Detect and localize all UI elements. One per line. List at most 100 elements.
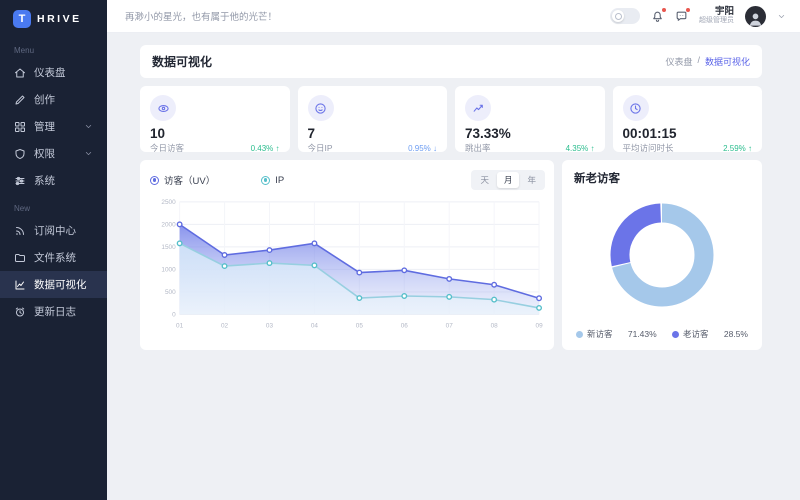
tab-day[interactable]: 天 — [480, 175, 489, 185]
svg-text:1500: 1500 — [161, 244, 176, 251]
uv-ip-area-chart[interactable]: 0 500 1000 1500 2000 2500 01 02 03 04 05 06 07 08 09 — [150, 192, 545, 340]
legend-new-visitors[interactable]: 新访客 — [576, 328, 613, 340]
smiley-icon — [315, 102, 326, 114]
stat-delta: 0.95% ↓ — [408, 143, 437, 153]
svg-text:2500: 2500 — [161, 199, 176, 206]
sidebar-item-label: 文件系统 — [34, 252, 76, 264]
stat-value: 10 — [150, 126, 166, 141]
theme-toggle[interactable] — [610, 8, 640, 24]
motto-text: 再渺小的星光，也有属于他的光芒！ — [125, 12, 278, 23]
breadcrumb-current[interactable]: 数据可视化 — [704, 57, 750, 67]
main-area: 再渺小的星光，也有属于他的光芒！ 宇阳 超级管理员 数据可视化 — [107, 0, 800, 500]
sidebar-item-label: 订阅中心 — [34, 225, 76, 237]
svg-text:08: 08 — [491, 322, 499, 329]
notification-badge — [661, 7, 666, 12]
svg-text:07: 07 — [446, 322, 454, 329]
sidebar-item-changelog[interactable]: 更新日志 — [0, 298, 107, 325]
messages-button[interactable] — [675, 7, 690, 23]
sidebar-item-label: 数据可视化 — [34, 279, 87, 291]
legend-ip[interactable]: IP — [261, 175, 284, 186]
stat-delta: 2.59% ↑ — [723, 143, 752, 153]
chat-icon — [676, 11, 687, 21]
sidebar-item-create[interactable]: 创作 — [0, 86, 107, 113]
pencil-icon — [15, 95, 25, 104]
sidebar-section-menu: Menu — [14, 46, 35, 55]
donut-legend: 新访客 71.43% 老访客 28.5% — [574, 328, 750, 342]
stat-card-avg-duration: 00:01:15 平均访问时长 2.59% ↑ — [612, 86, 762, 153]
toggle-knob — [612, 10, 624, 22]
donut-title: 新老访客 — [574, 173, 620, 185]
history-icon — [15, 307, 25, 316]
charts-row: 访客（UV） IP 天 月 年 — [140, 160, 762, 350]
avatar[interactable] — [745, 5, 766, 27]
home-icon — [15, 68, 25, 77]
line-chart-icon — [15, 280, 25, 289]
shield-icon — [15, 148, 25, 159]
svg-text:09: 09 — [536, 322, 544, 329]
user-name: 宇阳 — [714, 5, 734, 17]
sidebar-item-system[interactable]: 系统 — [0, 167, 107, 194]
logo-text: HRIVE — [37, 13, 82, 25]
message-badge — [685, 7, 690, 12]
topbar-actions: 宇阳 超级管理员 — [610, 5, 786, 27]
eye-icon — [157, 104, 169, 112]
bell-icon — [653, 11, 662, 22]
stat-delta: 0.43% ↑ — [250, 143, 280, 153]
page-title: 数据可视化 — [152, 55, 213, 69]
chevron-down-icon[interactable] — [777, 12, 786, 21]
user-role: 超级管理员 — [699, 17, 734, 25]
uv-ip-chart-card: 访客（UV） IP 天 月 年 — [140, 160, 554, 350]
svg-text:05: 05 — [356, 322, 364, 329]
legend-ip-label: IP — [275, 174, 285, 186]
breadcrumb-separator: / — [697, 55, 700, 65]
sidebar-item-label: 管理 — [34, 121, 55, 133]
svg-text:06: 06 — [401, 322, 409, 329]
sidebar-item-subscriptions[interactable]: 订阅中心 — [0, 217, 107, 244]
svg-text:2000: 2000 — [161, 222, 176, 229]
trend-icon — [473, 104, 483, 112]
sidebar-item-label: 仪表盘 — [34, 67, 66, 79]
sidebar-item-data-visualization[interactable]: 数据可视化 — [0, 271, 107, 298]
sidebar-item-files[interactable]: 文件系统 — [0, 244, 107, 271]
stat-card-ip: 7 今日IP 0.95% ↓ — [297, 86, 447, 153]
legend-old-visitors[interactable]: 老访客 — [672, 328, 709, 340]
app-logo[interactable]: T HRIVE — [0, 0, 107, 36]
breadcrumb: 仪表盘 / 数据可视化 — [665, 55, 750, 68]
user-info[interactable]: 宇阳 超级管理员 — [699, 5, 734, 26]
sidebar-item-permissions[interactable]: 权限 — [0, 140, 107, 167]
svg-text:02: 02 — [221, 322, 229, 329]
sidebar-section-new: New — [14, 204, 31, 213]
new-visitors-pct: 71.43% — [627, 329, 657, 339]
tab-year[interactable]: 年 — [527, 175, 536, 185]
svg-text:04: 04 — [311, 322, 319, 329]
grid-icon — [15, 121, 25, 132]
sidebar-item-label: 更新日志 — [34, 306, 76, 318]
stat-label: 今日IP — [307, 143, 333, 153]
topbar: 再渺小的星光，也有属于他的光芒！ 宇阳 超级管理员 — [107, 0, 800, 33]
sliders-icon — [15, 176, 25, 185]
sidebar-item-dashboard[interactable]: 仪表盘 — [0, 59, 107, 86]
page-content: 数据可视化 仪表盘 / 数据可视化 10 今日访客 0.43% ↑ 7 今日I — [107, 33, 800, 350]
sidebar-item-manage[interactable]: 管理 — [0, 113, 107, 140]
chevron-down-icon — [85, 152, 92, 155]
notifications-button[interactable] — [651, 7, 666, 23]
stat-label: 今日访客 — [150, 143, 185, 153]
legend-uv[interactable]: 访客（UV） — [150, 173, 215, 187]
clock-icon — [630, 102, 641, 114]
stats-row: 10 今日访客 0.43% ↑ 7 今日IP 0.95% ↓ 73.33% 跳出… — [140, 86, 762, 153]
breadcrumb-root[interactable]: 仪表盘 — [665, 57, 693, 67]
person-icon — [749, 13, 762, 26]
folder-icon — [15, 253, 25, 262]
chevron-down-icon — [85, 125, 92, 128]
stat-label: 跳出率 — [465, 143, 491, 153]
visitor-type-card: 新老访客 新访客 71.43% 老访客 28.5% — [562, 160, 762, 350]
stat-value: 7 — [307, 126, 316, 141]
visitor-donut-chart[interactable] — [603, 196, 721, 319]
tab-month[interactable]: 月 — [496, 172, 520, 188]
stat-delta: 4.35% ↑ — [565, 143, 595, 153]
legend-uv-label: 访客（UV） — [164, 176, 216, 187]
sidebar-item-label: 创作 — [34, 94, 55, 106]
svg-text:01: 01 — [176, 322, 184, 329]
sidebar: T HRIVE Menu 仪表盘 创作 管理 权限 系统 New 订阅中心 文件… — [0, 0, 107, 500]
old-visitors-pct: 28.5% — [723, 329, 748, 339]
